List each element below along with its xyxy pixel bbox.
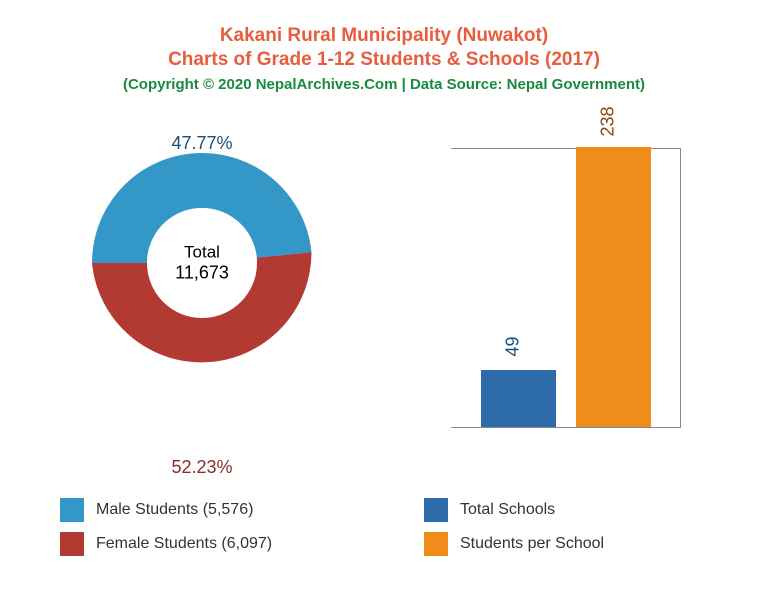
bar-value-label-students: 238 [598,106,619,136]
legend-text-female: Female Students (6,097) [96,535,272,553]
donut-center: Total 11,673 [175,243,229,284]
bar-frame: 49 238 [451,148,681,428]
legend-item-schools: Total Schools [424,498,748,522]
legend-item-male: Male Students (5,576) [60,498,384,522]
bar-students-per-school [576,147,651,427]
legend-swatch-students-per-school [424,532,448,556]
chart-container: Kakani Rural Municipality (Nuwakot) Char… [0,0,768,597]
bar-value-label-schools: 49 [503,336,524,356]
charts-row: 47.77% Total 11,673 52.23% [20,123,748,428]
bar-chart-section: 49 238 [384,123,748,428]
legend-item-female: Female Students (6,097) [60,532,384,556]
legend-text-students-per-school: Students per School [460,535,604,553]
donut-chart-section: 47.77% Total 11,673 52.23% [20,123,384,428]
donut-wrap: Total 11,673 [82,143,322,383]
bar-total-schools [481,370,556,427]
legend-swatch-female [60,532,84,556]
legend-bar: Total Schools Students per School [384,498,748,566]
legend-item-students-per-school: Students per School [424,532,748,556]
legend-donut: Male Students (5,576) Female Students (6… [20,498,384,566]
subtitle: (Copyright © 2020 NepalArchives.Com | Da… [20,76,748,93]
legend-swatch-male [60,498,84,522]
legends-row: Male Students (5,576) Female Students (6… [20,498,748,566]
donut-center-label: Total [175,243,229,263]
female-pct-label: 52.23% [171,457,232,478]
title-line-2: Charts of Grade 1-12 Students & Schools … [20,49,748,71]
title-line-1: Kakani Rural Municipality (Nuwakot) [20,25,748,47]
legend-text-male: Male Students (5,576) [96,501,253,519]
legend-swatch-schools [424,498,448,522]
legend-text-schools: Total Schools [460,501,555,519]
donut-center-value: 11,673 [175,263,229,284]
